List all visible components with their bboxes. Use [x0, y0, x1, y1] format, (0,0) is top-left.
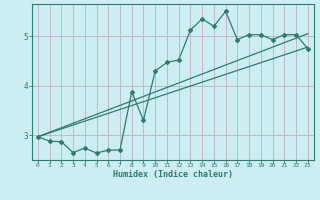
X-axis label: Humidex (Indice chaleur): Humidex (Indice chaleur) — [113, 170, 233, 179]
